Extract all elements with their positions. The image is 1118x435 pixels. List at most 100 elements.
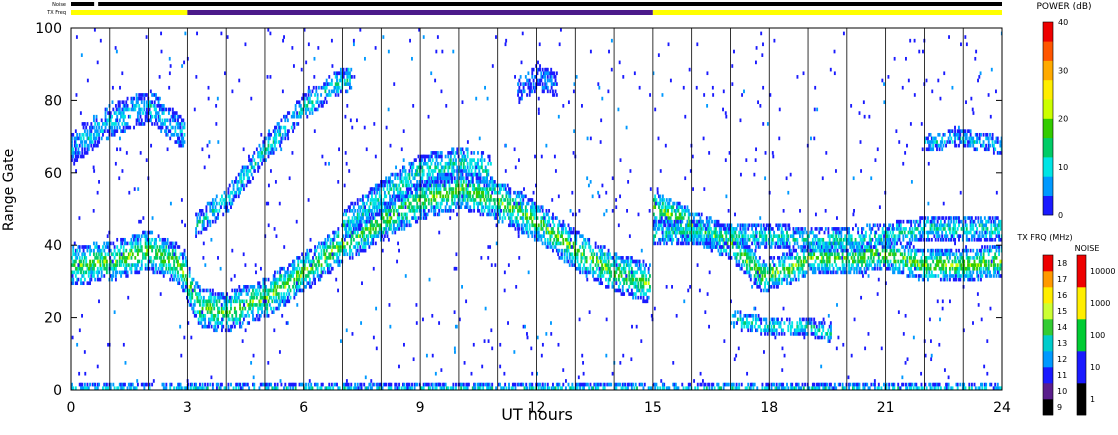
echo-cell <box>460 187 463 191</box>
echo-cell <box>501 216 504 220</box>
echo-cell <box>789 256 792 260</box>
echo-cell <box>814 266 817 271</box>
echo-cell <box>336 89 338 94</box>
echo-cell <box>122 252 125 257</box>
echo-cell <box>180 140 183 144</box>
echo-cell <box>854 259 857 264</box>
echo-cell <box>839 241 841 246</box>
echo-cell <box>436 183 439 188</box>
echo-cell <box>192 310 195 314</box>
echo-cell <box>206 216 209 220</box>
echo-cell <box>349 209 351 213</box>
echo-cell <box>317 252 320 257</box>
echo-cell <box>782 252 785 257</box>
echo-cell <box>585 266 588 271</box>
echo-cell <box>72 147 75 152</box>
echo-cell <box>254 303 257 307</box>
echo-cell <box>809 263 812 267</box>
echo-cell <box>363 245 366 249</box>
echo-cell <box>624 277 627 282</box>
echo-cell <box>597 263 600 267</box>
echo-cell <box>553 245 556 249</box>
echo-cell <box>581 270 584 275</box>
echo-cell <box>634 295 637 300</box>
echo-cell <box>398 205 401 209</box>
echo-cell <box>235 295 238 300</box>
echo-cell <box>223 198 226 202</box>
echo-cell <box>526 227 529 231</box>
echo-cell <box>411 172 413 177</box>
echo-cell <box>408 161 411 166</box>
echo-cell <box>656 190 659 195</box>
echo-cell <box>452 169 455 173</box>
echo-cell <box>242 172 245 177</box>
echo-cell <box>189 292 192 296</box>
echo-cell <box>197 317 200 322</box>
echo-cell <box>334 93 337 97</box>
echo-cell <box>237 187 240 191</box>
echo-cell <box>199 209 201 213</box>
echo-cell <box>305 111 307 115</box>
echo-cell <box>403 176 406 181</box>
echo-cell <box>337 245 340 249</box>
echo-cell <box>774 277 777 282</box>
echo-cell <box>698 212 701 217</box>
echo-cell <box>709 216 712 220</box>
echo-cell <box>76 158 79 162</box>
echo-cell <box>319 245 322 249</box>
echo-cell <box>204 299 207 304</box>
echo-cell <box>175 122 178 126</box>
echo-cell <box>246 165 249 170</box>
echo-cell <box>376 223 379 228</box>
echo-cell <box>301 107 304 112</box>
echo-cell <box>121 129 124 133</box>
echo-cell <box>842 248 845 253</box>
echo-cell <box>408 187 411 191</box>
echo-cell <box>354 201 357 206</box>
echo-cell <box>358 234 360 238</box>
echo-cell <box>320 252 323 257</box>
echo-cell <box>377 223 380 228</box>
echo-cell <box>325 85 328 90</box>
echo-cell <box>153 122 156 126</box>
echo-cell <box>801 274 804 278</box>
echo-cell <box>674 212 677 217</box>
echo-cell <box>774 263 777 267</box>
echo-cell <box>286 132 289 137</box>
echo-cell <box>373 223 376 228</box>
echo-cell <box>440 172 443 177</box>
echo-cell <box>314 248 316 253</box>
echo-cell <box>73 252 76 257</box>
echo-cell <box>134 263 137 267</box>
echo-cell <box>276 277 279 282</box>
echo-cell <box>611 281 614 286</box>
echo-cell <box>311 270 314 275</box>
echo-cell <box>299 281 302 286</box>
echo-cell <box>171 241 174 246</box>
echo-cell <box>557 252 560 257</box>
echo-cell <box>349 234 351 238</box>
echo-cell <box>86 245 89 249</box>
echo-cell <box>572 241 575 246</box>
echo-cell <box>563 248 566 253</box>
echo-cell <box>91 270 94 275</box>
echo-cell <box>479 201 482 206</box>
echo-cell <box>433 183 435 188</box>
echo-cell <box>78 248 81 253</box>
echo-cell <box>152 266 155 271</box>
status-bars <box>71 2 1002 15</box>
echo-cell <box>714 223 717 228</box>
echo-cell <box>307 259 310 264</box>
echo-cell <box>227 313 230 318</box>
echo-cell <box>153 256 156 260</box>
echo-cell <box>161 248 164 253</box>
echo-cell <box>742 245 744 249</box>
echo-cell <box>363 201 366 206</box>
echo-cell <box>259 295 262 300</box>
echo-cell <box>470 172 473 177</box>
echo-cell <box>797 270 800 275</box>
echo-cell <box>482 176 485 181</box>
echo-cell <box>610 263 613 267</box>
echo-cell <box>131 252 134 257</box>
echo-cell <box>374 194 377 199</box>
